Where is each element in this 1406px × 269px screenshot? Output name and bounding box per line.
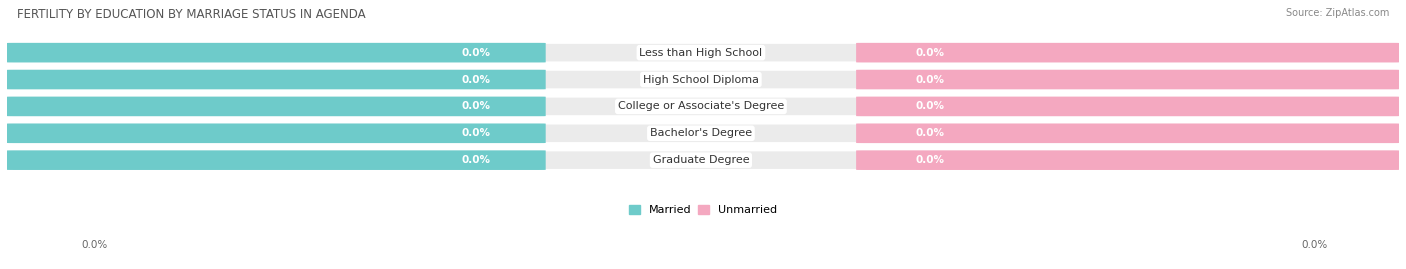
- Text: Source: ZipAtlas.com: Source: ZipAtlas.com: [1285, 8, 1389, 18]
- Text: 0.0%: 0.0%: [461, 101, 491, 111]
- FancyBboxPatch shape: [7, 97, 1399, 116]
- FancyBboxPatch shape: [7, 150, 546, 170]
- FancyBboxPatch shape: [856, 150, 1399, 170]
- FancyBboxPatch shape: [856, 70, 1399, 89]
- Text: Graduate Degree: Graduate Degree: [652, 155, 749, 165]
- FancyBboxPatch shape: [7, 123, 546, 143]
- Text: 0.0%: 0.0%: [1302, 240, 1327, 250]
- Text: College or Associate's Degree: College or Associate's Degree: [617, 101, 785, 111]
- FancyBboxPatch shape: [856, 123, 1399, 143]
- Text: 0.0%: 0.0%: [461, 48, 491, 58]
- Text: Less than High School: Less than High School: [640, 48, 762, 58]
- Text: 0.0%: 0.0%: [915, 155, 945, 165]
- Text: 0.0%: 0.0%: [461, 155, 491, 165]
- Text: 0.0%: 0.0%: [461, 128, 491, 138]
- FancyBboxPatch shape: [7, 43, 1399, 62]
- Text: 0.0%: 0.0%: [915, 48, 945, 58]
- Text: 0.0%: 0.0%: [915, 75, 945, 84]
- FancyBboxPatch shape: [7, 97, 546, 116]
- FancyBboxPatch shape: [7, 70, 546, 89]
- FancyBboxPatch shape: [7, 70, 1399, 89]
- Text: 0.0%: 0.0%: [915, 101, 945, 111]
- FancyBboxPatch shape: [856, 97, 1399, 116]
- FancyBboxPatch shape: [7, 150, 1399, 170]
- Text: Bachelor's Degree: Bachelor's Degree: [650, 128, 752, 138]
- Text: 0.0%: 0.0%: [82, 240, 107, 250]
- FancyBboxPatch shape: [7, 123, 1399, 143]
- FancyBboxPatch shape: [856, 43, 1399, 62]
- Text: 0.0%: 0.0%: [915, 128, 945, 138]
- FancyBboxPatch shape: [7, 43, 546, 62]
- Text: 0.0%: 0.0%: [461, 75, 491, 84]
- Text: High School Diploma: High School Diploma: [643, 75, 759, 84]
- Legend: Married, Unmarried: Married, Unmarried: [630, 205, 776, 215]
- Text: FERTILITY BY EDUCATION BY MARRIAGE STATUS IN AGENDA: FERTILITY BY EDUCATION BY MARRIAGE STATU…: [17, 8, 366, 21]
